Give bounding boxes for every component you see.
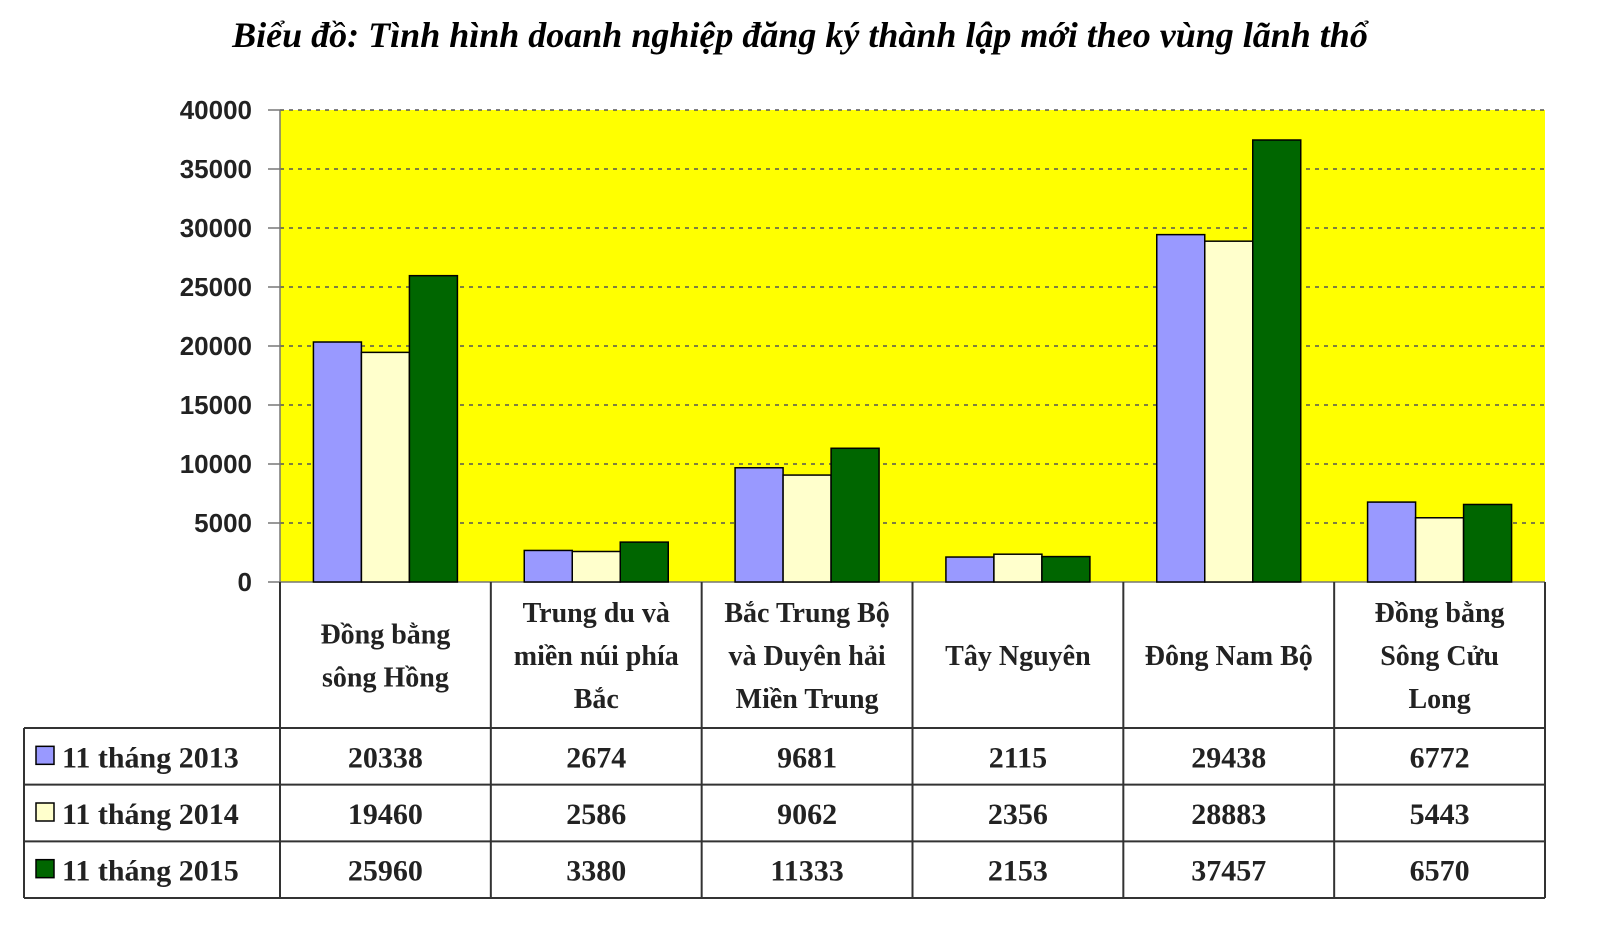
data-label: 37457 <box>1191 855 1266 888</box>
category-label: Tây Nguyên <box>945 641 1091 672</box>
bar <box>734 467 784 583</box>
data-label: 20338 <box>348 741 423 774</box>
bar <box>1041 555 1091 583</box>
legend-label: 11 tháng 2015 <box>62 855 239 888</box>
category-label: Trung du và <box>523 598 670 629</box>
bar <box>408 274 459 583</box>
data-label: 28883 <box>1191 798 1266 831</box>
y-tick-label: 40000 <box>180 95 252 125</box>
y-tick-label: 30000 <box>180 213 252 243</box>
bar <box>993 553 1043 583</box>
y-tick-label: 10000 <box>180 449 252 479</box>
bar <box>1204 240 1254 583</box>
bar <box>1462 503 1513 583</box>
y-tick-label: 35000 <box>180 154 252 184</box>
y-tick-label: 25000 <box>180 272 252 302</box>
data-label: 5443 <box>1410 798 1470 831</box>
bar <box>619 541 669 583</box>
category-label: miền núi phía <box>514 641 679 672</box>
bar <box>1252 139 1302 583</box>
bar <box>1156 233 1206 583</box>
data-label: 2586 <box>566 798 626 831</box>
bar <box>312 341 363 583</box>
bar <box>1366 501 1417 583</box>
data-label: 2674 <box>566 741 626 774</box>
data-label: 2356 <box>988 798 1048 831</box>
category-label: và Duyên hải <box>729 641 886 672</box>
legend-swatch <box>35 745 55 766</box>
bar <box>782 474 832 583</box>
legend-label: 11 tháng 2014 <box>62 798 239 831</box>
data-label: 25960 <box>348 855 423 888</box>
data-label: 19460 <box>348 798 423 831</box>
y-tick-label: 5000 <box>194 508 252 538</box>
category-label: Bắc <box>574 684 619 715</box>
bar <box>523 549 573 583</box>
y-tick-label: 15000 <box>180 390 252 420</box>
category-label: Long <box>1408 684 1470 715</box>
legend-swatch <box>35 802 55 822</box>
data-label: 3380 <box>566 855 626 888</box>
category-label: Miền Trung <box>736 684 879 715</box>
category-label: Đông Nam Bộ <box>1145 641 1313 672</box>
chart-title: Biểu đồ: Tình hình doanh nghiệp đăng ký … <box>232 15 1368 55</box>
category-label: Đồng bằng <box>1375 598 1505 629</box>
category-label: Sông Cửu <box>1380 641 1499 672</box>
category-label: Đồng bằng <box>320 620 450 651</box>
y-tick-label: 0 <box>238 567 252 597</box>
bar <box>830 447 880 583</box>
data-label: 9681 <box>777 741 837 774</box>
legend-label: 11 tháng 2013 <box>62 741 239 774</box>
data-label: 11333 <box>770 855 843 888</box>
bar <box>571 550 621 583</box>
data-label: 9062 <box>777 798 837 831</box>
category-label: Bắc Trung Bộ <box>724 598 889 629</box>
data-label: 2153 <box>988 855 1048 888</box>
bar <box>360 351 411 583</box>
data-label: 29438 <box>1191 741 1266 774</box>
data-label: 6772 <box>1410 741 1470 774</box>
bar <box>945 556 995 583</box>
data-label: 6570 <box>1410 855 1470 888</box>
y-tick-label: 20000 <box>180 331 252 361</box>
data-label: 2115 <box>989 741 1047 774</box>
category-label: sông Hồng <box>322 663 449 694</box>
legend-swatch <box>35 858 55 879</box>
bar <box>1414 517 1465 583</box>
